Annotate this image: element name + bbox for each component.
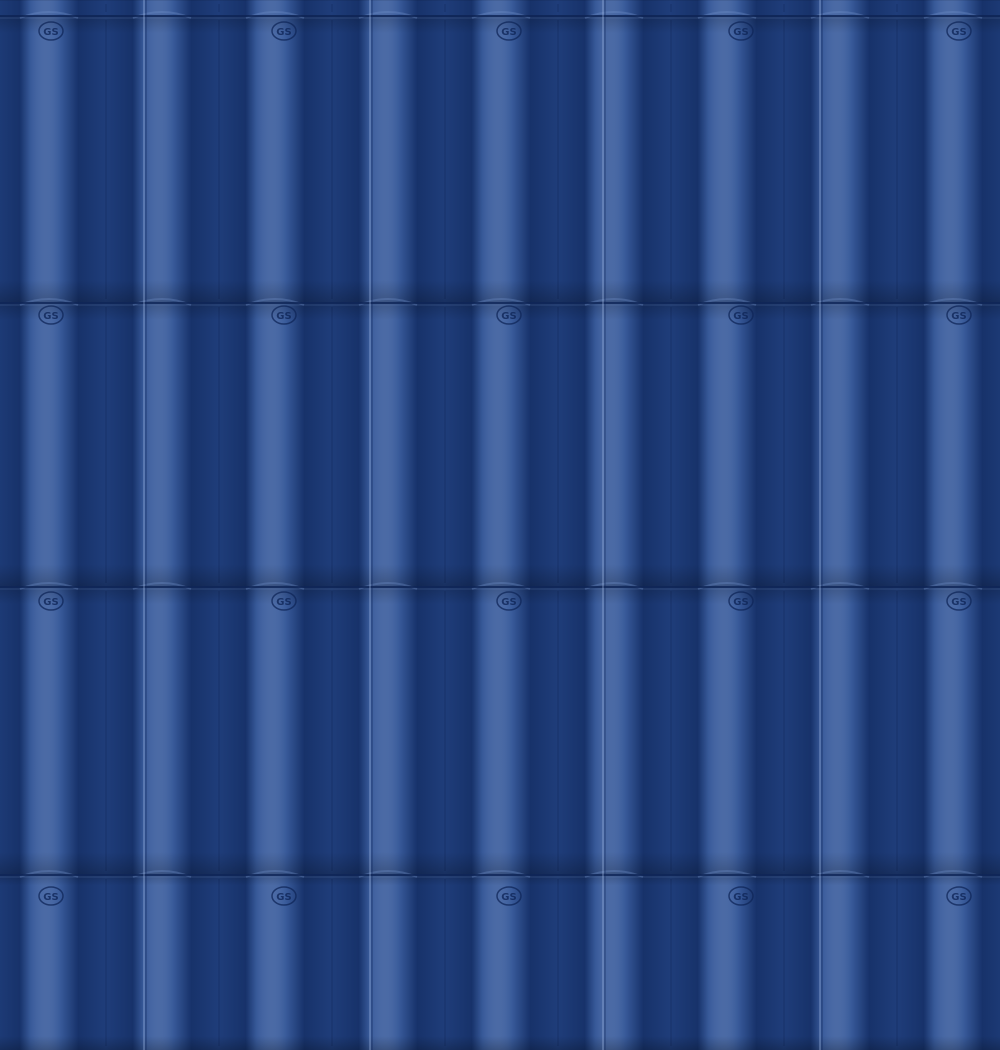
stamp-text: GS <box>276 311 291 322</box>
stamp-oval <box>728 21 754 41</box>
stamp-text: GS <box>501 597 516 608</box>
stamp-logo: GS <box>38 886 64 906</box>
stamp-oval <box>496 591 522 611</box>
stamp-oval <box>271 21 297 41</box>
stamp-text: GS <box>43 27 58 38</box>
stamp-text: GS <box>951 311 966 322</box>
tile-row-shade <box>0 875 1000 1050</box>
tile-row-shade <box>0 0 1000 16</box>
tile-row <box>0 0 1000 16</box>
stamp-text: GS <box>276 597 291 608</box>
stamp-oval <box>271 305 297 325</box>
stamp-oval <box>946 591 972 611</box>
stamp-logo: GS <box>38 305 64 325</box>
stamp-logo: GS <box>496 591 522 611</box>
stamp-logo: GS <box>946 305 972 325</box>
stamp-text: GS <box>43 597 58 608</box>
stamp-logo: GS <box>38 591 64 611</box>
stamp-text: GS <box>733 597 748 608</box>
stamp-logo: GS <box>728 305 754 325</box>
tile-row <box>0 587 1000 875</box>
stamp-text: GS <box>43 892 58 903</box>
stamp-oval <box>38 591 64 611</box>
stamp-logo: GS <box>946 591 972 611</box>
tile-row-shade <box>0 16 1000 303</box>
stamp-logo: GS <box>728 591 754 611</box>
stamp-logo: GS <box>271 886 297 906</box>
stamp-logo: GS <box>496 21 522 41</box>
stamp-text: GS <box>43 311 58 322</box>
stamp-oval <box>728 591 754 611</box>
stamp-oval <box>38 305 64 325</box>
stamp-logo: GS <box>496 305 522 325</box>
stamp-oval <box>946 886 972 906</box>
stamp-logo: GS <box>946 886 972 906</box>
stamp-text: GS <box>276 27 291 38</box>
tile-row-shade <box>0 587 1000 875</box>
stamp-oval <box>946 21 972 41</box>
stamp-text: GS <box>501 27 516 38</box>
tile-row <box>0 875 1000 1050</box>
stamp-text: GS <box>733 892 748 903</box>
stamp-text: GS <box>501 311 516 322</box>
stamp-oval <box>496 305 522 325</box>
stamp-text: GS <box>733 311 748 322</box>
stamp-text: GS <box>951 892 966 903</box>
stamp-logo: GS <box>271 591 297 611</box>
stamp-logo: GS <box>271 305 297 325</box>
stamp-oval <box>496 886 522 906</box>
stamp-oval <box>38 21 64 41</box>
stamp-text: GS <box>733 27 748 38</box>
stamp-oval <box>271 591 297 611</box>
stamp-oval <box>271 886 297 906</box>
stamp-logo: GS <box>496 886 522 906</box>
stamp-oval <box>728 305 754 325</box>
tile-row <box>0 303 1000 587</box>
stamp-oval <box>38 886 64 906</box>
stamp-text: GS <box>951 597 966 608</box>
stamp-oval <box>496 21 522 41</box>
stamp-logo: GS <box>38 21 64 41</box>
stamp-oval <box>728 886 754 906</box>
stamp-logo: GS <box>946 21 972 41</box>
tile-row <box>0 16 1000 303</box>
stamp-logo: GS <box>271 21 297 41</box>
stamp-logo: GS <box>728 21 754 41</box>
stamp-text: GS <box>276 892 291 903</box>
stamp-text: GS <box>501 892 516 903</box>
stamp-oval <box>946 305 972 325</box>
tile-row-shade <box>0 303 1000 587</box>
stamp-text: GS <box>951 27 966 38</box>
stamp-logo: GS <box>728 886 754 906</box>
